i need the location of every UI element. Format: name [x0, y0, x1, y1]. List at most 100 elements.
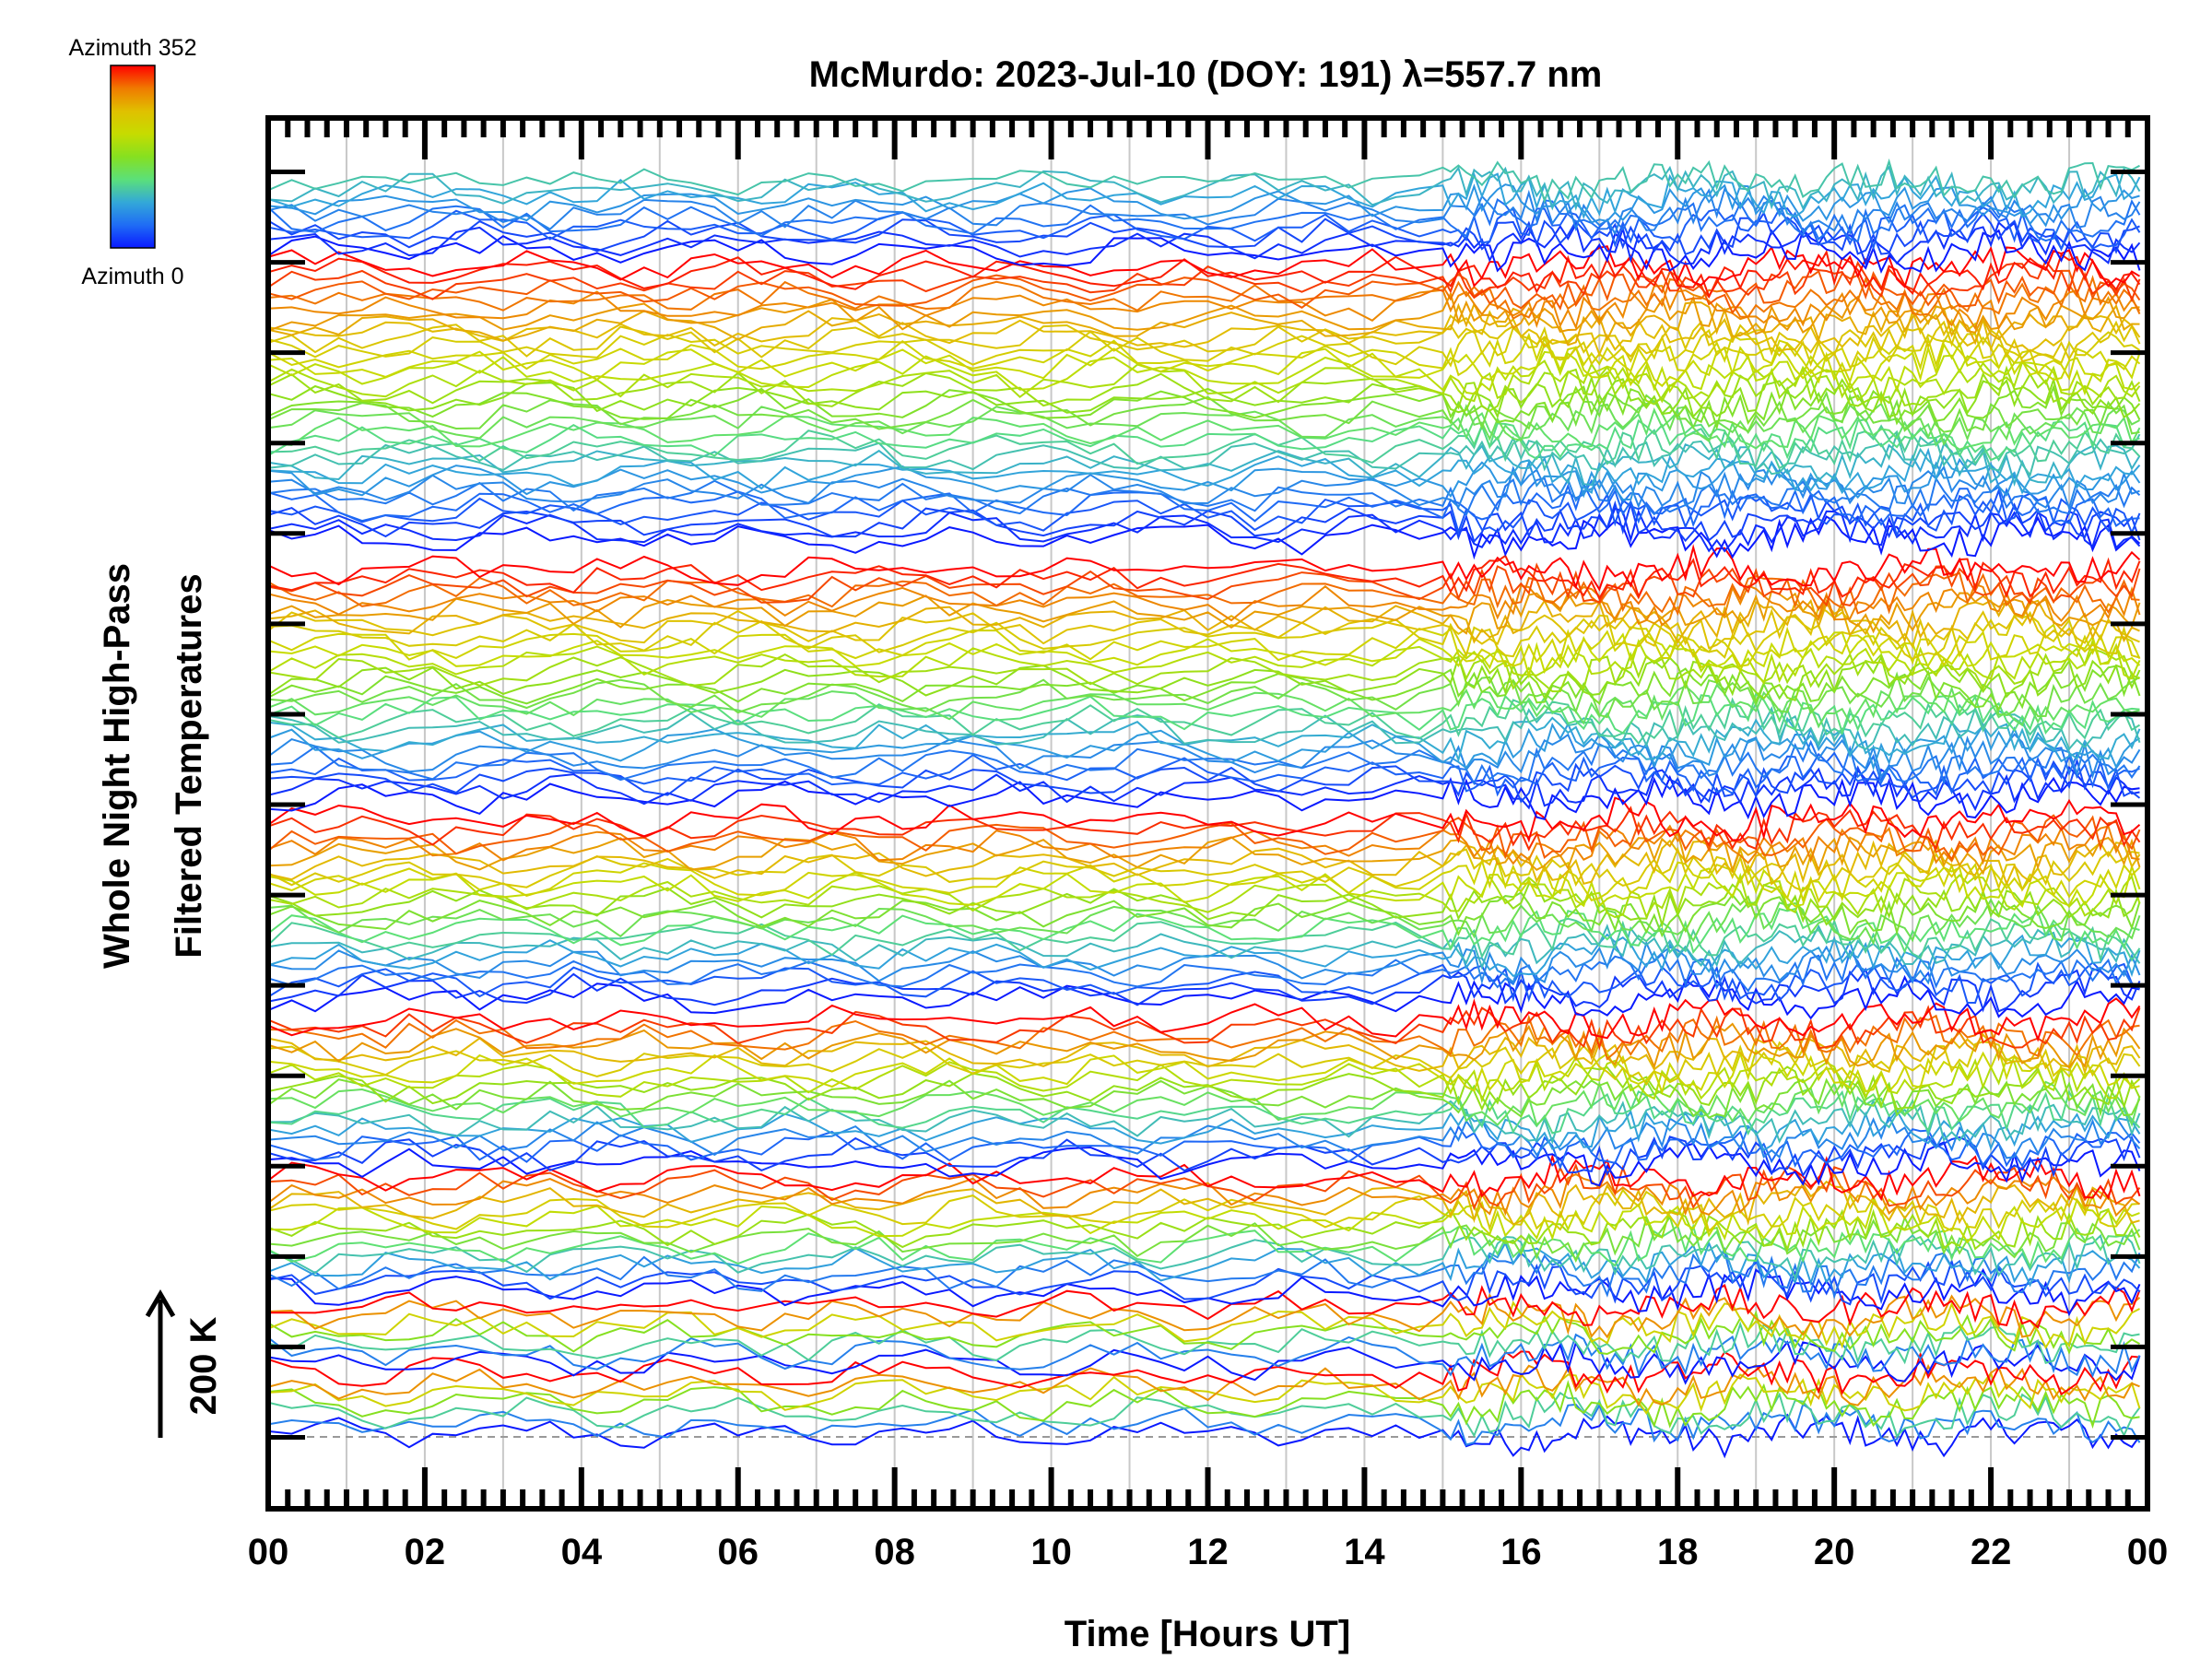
trace-ring6-az183: [268, 653, 2141, 701]
trace-ring5-az117: [268, 917, 2141, 963]
trace-ring4-az83: [268, 1109, 2141, 1152]
trace-ring3-az0: [268, 1267, 2141, 1317]
trace-ring1-az176: [268, 1380, 2140, 1430]
x-tick-label: 08: [874, 1532, 915, 1572]
trace-ring6-az196: [268, 646, 2140, 693]
trace-ring5-az318: [268, 814, 2141, 862]
trace-ring7-az160: [268, 390, 2140, 435]
trace-ring4-az41: [268, 1124, 2141, 1171]
x-tick-label: 10: [1030, 1532, 1072, 1572]
trace-ring8-az0: [268, 227, 2141, 275]
trace-ring4-az166: [268, 1077, 2141, 1119]
trace-ring4-az124: [268, 1089, 2141, 1136]
trace-ring3-az271: [268, 1180, 2140, 1227]
trace-ring1-az0: [268, 1413, 2141, 1459]
trace-ring4-az62: [268, 1113, 2141, 1159]
trace-ring6-az169: [268, 665, 2141, 712]
trace-ring4-az290: [268, 1022, 2141, 1070]
x-tick-label: 18: [1657, 1532, 1699, 1572]
trace-ring6-az261: [268, 605, 2140, 650]
trace-ring4-az0: [268, 1141, 2141, 1187]
scale-bar-label: 200 K: [183, 1317, 224, 1416]
trace-ring3-az190: [268, 1207, 2141, 1253]
trace-ring5-az184: [268, 883, 2141, 929]
trace-ring6-az130: [268, 692, 2140, 736]
trace-ring7-az43: [268, 481, 2140, 528]
trace-ring2-az235: [268, 1300, 2140, 1350]
colorbar: [110, 65, 156, 249]
trace-ring2-az176: [268, 1310, 2140, 1356]
trace-ring6-az39: [268, 751, 2140, 797]
trace-ring3-az352: [268, 1153, 2141, 1202]
trace-ring4-az248: [268, 1041, 2141, 1087]
trace-ring3-az108: [268, 1233, 2141, 1282]
trace-ring4-az104: [268, 1099, 2141, 1146]
y-axis-title-line2: Filtered Temperatures: [169, 573, 209, 958]
trace-ring5-az101: [268, 924, 2141, 971]
trace-ring5-az67: [268, 939, 2141, 985]
trace-ring7-az0: [268, 515, 2141, 560]
trace-ring5-az302: [268, 824, 2140, 865]
trace-ring5-az34: [268, 961, 2141, 1005]
x-tick-label: 02: [405, 1532, 446, 1572]
trace-ring4-az352: [268, 997, 2141, 1042]
trace-ring7-az320: [268, 269, 2141, 315]
trace-ring6-az352: [268, 544, 2141, 592]
scale-bar-arrow-icon: [145, 1289, 176, 1438]
trace-ring3-az54: [268, 1250, 2141, 1300]
trace-ring1-az293: [268, 1363, 2140, 1407]
trace-ring6-az326: [268, 562, 2141, 607]
trace-ring7-az299: [268, 285, 2141, 331]
trace-ring7-az267: [268, 309, 2141, 358]
x-tick-labels: 00 02 04 06 08 10 12 14 16 18 20 22 00: [248, 1532, 2169, 1572]
trace-ring3-az135: [268, 1223, 2141, 1270]
trace-ring6-az235: [268, 623, 2141, 667]
chart-title: McMurdo: 2023-Jul-10 (DOY: 191) λ=557.7 …: [809, 54, 1603, 95]
trace-ring7-az149: [268, 400, 2140, 447]
trace-ring7-az64: [268, 465, 2140, 512]
trace-ring5-az0: [268, 974, 2140, 1020]
trace-ring5-az251: [268, 846, 2140, 892]
trace-ring2-az59: [268, 1333, 2141, 1379]
trace-ring7-az309: [268, 275, 2141, 321]
trace-ring1-az59: [268, 1403, 2141, 1446]
trace-ring7-az277: [268, 301, 2140, 347]
trace-ring3-az81: [268, 1241, 2141, 1288]
trace-ring6-az300: [268, 582, 2141, 627]
trace-ring4-az145: [268, 1080, 2141, 1128]
trace-ring4-az311: [268, 1014, 2140, 1061]
trace-ring6-az209: [268, 638, 2141, 686]
trace-ring7-az21: [268, 500, 2141, 544]
trace-ring4-az331: [268, 1005, 2141, 1051]
x-tick-label: 00: [248, 1532, 289, 1572]
trace-ring3-az217: [268, 1197, 2140, 1244]
x-tick-label: 20: [1814, 1532, 1855, 1572]
plot-frame: [265, 115, 2150, 1512]
x-tick-label: 00: [2127, 1532, 2169, 1572]
trace-ring6-az248: [268, 614, 2140, 661]
trace-ring5-az134: [268, 907, 2140, 955]
trace-ring5-az168: [268, 888, 2141, 938]
x-tick-label: 06: [718, 1532, 759, 1572]
trace-ring7-az192: [268, 365, 2141, 412]
trace-ring5-az84: [268, 933, 2141, 978]
trace-ring7-az11: [268, 507, 2141, 553]
trace-ring8-az12: [268, 220, 2141, 266]
trace-ring7-az128: [268, 418, 2140, 462]
trace-ring7-az139: [268, 406, 2141, 451]
trace-ring4-az186: [268, 1065, 2141, 1112]
trace-ring8-az49: [268, 198, 2141, 243]
trace-ring6-az0: [268, 774, 2140, 821]
trace-ring7-az53: [268, 476, 2141, 516]
trace-ring6-az274: [268, 598, 2140, 644]
colorbar-label-bottom: Azimuth 0: [81, 264, 183, 289]
x-tick-label: 04: [561, 1532, 603, 1572]
trace-ring5-az268: [268, 839, 2141, 887]
trace-ring6-az13: [268, 765, 2140, 812]
trace-ring5-az151: [268, 898, 2141, 946]
x-tick-label: 16: [1500, 1532, 1542, 1572]
x-tick-label: 12: [1187, 1532, 1229, 1572]
trace-ring2-az293: [268, 1292, 2141, 1340]
trace-ring1-az117: [268, 1391, 2141, 1438]
